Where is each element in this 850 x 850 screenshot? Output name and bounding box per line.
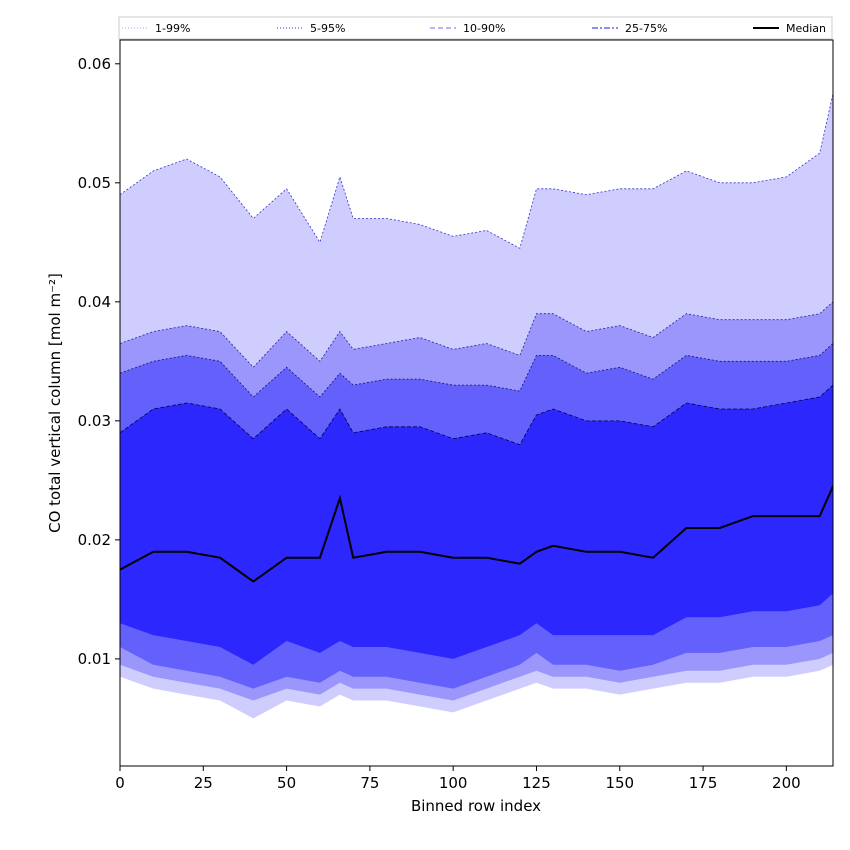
- legend-label: 1-99%: [155, 22, 190, 35]
- y-axis: 0.01 0.02 0.03 0.04 0.05 0.06: [78, 55, 120, 668]
- legend-label: Median: [786, 22, 826, 35]
- x-tick-label: 50: [277, 774, 296, 792]
- y-tick-label: 0.04: [78, 293, 111, 311]
- x-tick-label: 0: [115, 774, 125, 792]
- x-axis: 0 25 50 75 100 125 150 175 200: [115, 766, 800, 792]
- legend-label: 5-95%: [310, 22, 345, 35]
- y-tick-label: 0.03: [78, 412, 111, 430]
- y-tick-label: 0.02: [78, 531, 111, 549]
- x-axis-label: Binned row index: [411, 797, 541, 815]
- x-tick-label: 75: [360, 774, 379, 792]
- x-tick-label: 175: [689, 774, 718, 792]
- y-tick-label: 0.05: [78, 174, 111, 192]
- legend-label: 10-90%: [463, 22, 505, 35]
- x-tick-label: 25: [194, 774, 213, 792]
- x-tick-label: 125: [522, 774, 551, 792]
- x-tick-label: 100: [439, 774, 468, 792]
- band-group: [120, 94, 833, 719]
- x-tick-label: 150: [605, 774, 634, 792]
- legend-label: 25-75%: [625, 22, 667, 35]
- legend: 1-99% 5-95% 10-90% 25-75% Median: [119, 17, 832, 39]
- y-axis-label: CO total vertical column [mol m⁻²]: [46, 273, 64, 533]
- x-tick-label: 200: [772, 774, 801, 792]
- y-tick-label: 0.06: [78, 55, 111, 73]
- y-tick-label: 0.01: [78, 650, 111, 668]
- chart-figure: 1-99% 5-95% 10-90% 25-75% Median 0 25 50 75 100 1…: [0, 0, 850, 850]
